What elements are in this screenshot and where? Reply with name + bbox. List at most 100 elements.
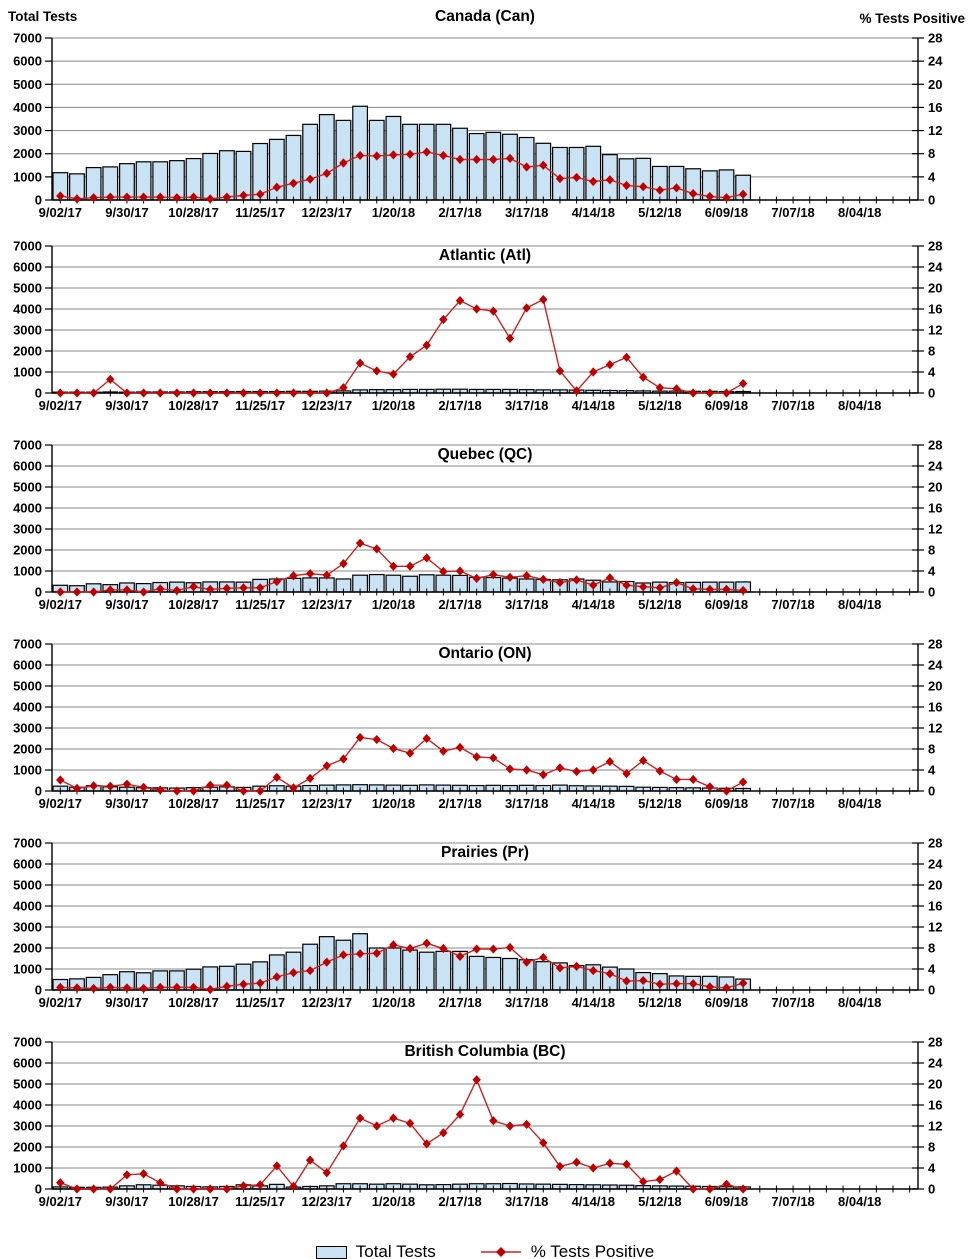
svg-text:12: 12 bbox=[928, 522, 942, 537]
svg-text:0: 0 bbox=[35, 386, 42, 401]
svg-text:3000: 3000 bbox=[13, 323, 42, 338]
svg-text:16: 16 bbox=[928, 700, 942, 715]
pct-positive-line bbox=[56, 147, 748, 204]
svg-text:20: 20 bbox=[928, 679, 942, 694]
svg-text:5000: 5000 bbox=[13, 480, 42, 495]
axes bbox=[51, 246, 919, 394]
svg-text:7/07/18: 7/07/18 bbox=[771, 1194, 814, 1209]
svg-text:3000: 3000 bbox=[13, 721, 42, 736]
svg-text:9/02/17: 9/02/17 bbox=[39, 1194, 82, 1209]
axes bbox=[51, 644, 919, 792]
svg-text:12/23/17: 12/23/17 bbox=[301, 1194, 352, 1209]
svg-text:9/02/17: 9/02/17 bbox=[39, 995, 82, 1010]
svg-text:7000: 7000 bbox=[13, 638, 42, 652]
svg-text:28: 28 bbox=[928, 837, 942, 851]
svg-text:12/23/17: 12/23/17 bbox=[301, 597, 352, 612]
chart-block-atlantic: Atlantic (Atl) 0 0 1000 4 2000 8 3000 12 4000 16 5… bbox=[0, 240, 970, 439]
svg-text:4000: 4000 bbox=[13, 700, 42, 715]
svg-text:10/28/17: 10/28/17 bbox=[168, 995, 219, 1010]
svg-text:1/20/18: 1/20/18 bbox=[372, 1194, 415, 1209]
gridlines bbox=[52, 245, 918, 373]
y-axis-labels: 0 0 1000 4 2000 8 3000 12 4000 16 5000 20 6000 24 7000… bbox=[13, 439, 943, 600]
svg-text:11/25/17: 11/25/17 bbox=[235, 205, 285, 220]
gridlines bbox=[52, 842, 918, 970]
svg-text:12: 12 bbox=[928, 1119, 942, 1134]
svg-text:6/09/18: 6/09/18 bbox=[705, 597, 748, 612]
svg-text:7000: 7000 bbox=[13, 439, 42, 453]
svg-text:28: 28 bbox=[928, 439, 942, 453]
svg-text:4000: 4000 bbox=[13, 501, 42, 516]
svg-text:6000: 6000 bbox=[13, 1056, 42, 1071]
top-header: Total Tests Canada (Can) % Tests Positiv… bbox=[0, 0, 970, 30]
pct-positive-line bbox=[56, 1075, 748, 1194]
svg-text:8: 8 bbox=[928, 146, 935, 161]
svg-text:5/12/18: 5/12/18 bbox=[638, 995, 681, 1010]
legend-total-tests-swatch-icon bbox=[315, 1245, 347, 1259]
svg-text:8: 8 bbox=[928, 742, 935, 757]
svg-text:1/20/18: 1/20/18 bbox=[372, 597, 415, 612]
svg-text:20: 20 bbox=[928, 281, 942, 296]
gridlines bbox=[52, 643, 918, 771]
svg-text:2/17/18: 2/17/18 bbox=[438, 1194, 481, 1209]
chart-title-prairies: Prairies (Pr) bbox=[441, 844, 529, 861]
svg-text:28: 28 bbox=[928, 1036, 942, 1050]
x-axis-labels: 9/02/17 9/30/17 10/28/17 11/25/17 12/23/17 1/… bbox=[39, 995, 882, 1010]
svg-text:12: 12 bbox=[928, 920, 942, 935]
svg-text:4: 4 bbox=[928, 365, 936, 380]
total-tests-bars bbox=[52, 105, 752, 201]
svg-text:9/02/17: 9/02/17 bbox=[39, 205, 82, 220]
svg-text:7000: 7000 bbox=[13, 1036, 42, 1050]
svg-text:3/17/18: 3/17/18 bbox=[505, 1194, 548, 1209]
svg-text:9/30/17: 9/30/17 bbox=[105, 796, 148, 811]
svg-text:16: 16 bbox=[928, 899, 942, 914]
svg-text:9/02/17: 9/02/17 bbox=[39, 796, 82, 811]
svg-text:5/12/18: 5/12/18 bbox=[638, 398, 681, 413]
svg-text:4: 4 bbox=[928, 962, 936, 977]
svg-text:24: 24 bbox=[928, 857, 943, 872]
svg-text:16: 16 bbox=[928, 1098, 942, 1113]
svg-text:1000: 1000 bbox=[13, 365, 42, 380]
svg-text:11/25/17: 11/25/17 bbox=[235, 597, 285, 612]
svg-text:16: 16 bbox=[928, 100, 942, 115]
legend-pct-positive-label: % Tests Positive bbox=[530, 1242, 655, 1259]
svg-text:0: 0 bbox=[928, 784, 935, 799]
plot-quebec: 0 0 1000 4 2000 8 3000 12 4000 16 5000 20 6000 24 7000… bbox=[13, 439, 943, 612]
svg-text:4: 4 bbox=[928, 564, 936, 579]
svg-text:20: 20 bbox=[928, 77, 942, 92]
svg-text:5/12/18: 5/12/18 bbox=[638, 597, 681, 612]
chart-block-british-columbia: British Columbia (BC) 0 0 1000 4 2000 8 3000 12… bbox=[0, 1036, 970, 1235]
svg-text:0: 0 bbox=[928, 193, 935, 208]
svg-text:20: 20 bbox=[928, 878, 942, 893]
y-axis-labels: 0 0 1000 4 2000 8 3000 12 4000 16 5000 20 6000 24 7000… bbox=[13, 638, 943, 799]
svg-text:3/17/18: 3/17/18 bbox=[505, 205, 548, 220]
svg-text:11/25/17: 11/25/17 bbox=[235, 1194, 285, 1209]
chart-title-canada: Canada (Can) bbox=[435, 8, 535, 25]
svg-text:4/14/18: 4/14/18 bbox=[572, 1194, 615, 1209]
svg-text:9/30/17: 9/30/17 bbox=[105, 995, 148, 1010]
svg-text:0: 0 bbox=[928, 1182, 935, 1197]
svg-text:8: 8 bbox=[928, 1140, 935, 1155]
svg-text:16: 16 bbox=[928, 501, 942, 516]
svg-text:5000: 5000 bbox=[13, 77, 42, 92]
svg-text:9/30/17: 9/30/17 bbox=[105, 597, 148, 612]
svg-text:1000: 1000 bbox=[13, 169, 42, 184]
svg-text:7/07/18: 7/07/18 bbox=[771, 398, 814, 413]
gridlines bbox=[52, 1041, 918, 1169]
svg-text:3/17/18: 3/17/18 bbox=[505, 398, 548, 413]
svg-text:4/14/18: 4/14/18 bbox=[572, 597, 615, 612]
svg-text:12: 12 bbox=[928, 323, 942, 338]
svg-text:3/17/18: 3/17/18 bbox=[505, 796, 548, 811]
svg-text:9/30/17: 9/30/17 bbox=[105, 205, 148, 220]
axes bbox=[51, 38, 919, 201]
svg-text:3/17/18: 3/17/18 bbox=[505, 995, 548, 1010]
svg-text:8: 8 bbox=[928, 543, 935, 558]
axes bbox=[51, 445, 919, 593]
svg-text:6/09/18: 6/09/18 bbox=[705, 398, 748, 413]
svg-text:1000: 1000 bbox=[13, 564, 42, 579]
svg-text:6000: 6000 bbox=[13, 857, 42, 872]
chart-title-british-columbia: British Columbia (BC) bbox=[404, 1043, 566, 1060]
svg-text:3000: 3000 bbox=[13, 920, 42, 935]
svg-text:1000: 1000 bbox=[13, 1161, 42, 1176]
svg-text:4000: 4000 bbox=[13, 899, 42, 914]
plot-prairies: 0 0 1000 4 2000 8 3000 12 4000 16 5000 20 6000 24 7000… bbox=[13, 837, 943, 1010]
